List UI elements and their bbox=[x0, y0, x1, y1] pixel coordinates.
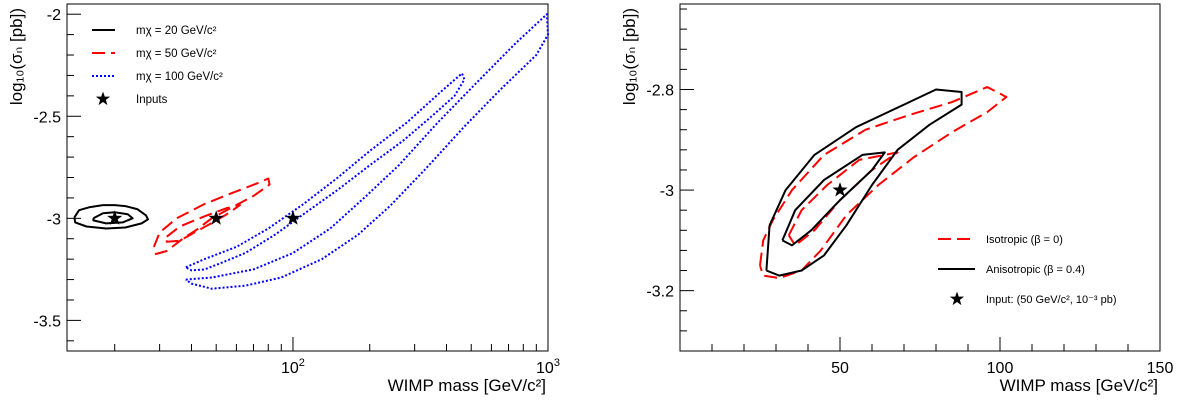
x-axis-title: WIMP mass [GeV/c²] bbox=[1000, 376, 1158, 395]
input-star-marker bbox=[832, 182, 848, 197]
contour-1-2 bbox=[787, 151, 899, 247]
legend-label: Inputs bbox=[136, 94, 168, 106]
y-tick-label: -3.2 bbox=[646, 284, 674, 301]
contour-2-2 bbox=[781, 151, 886, 247]
legend: Isotropic (β = 0) Anisotropic (β = 0.4) In… bbox=[938, 234, 1117, 306]
x-tick-label: 150 bbox=[1147, 360, 1174, 377]
contour-3-1 bbox=[185, 72, 466, 272]
contour-3-2 bbox=[185, 13, 549, 290]
y-tick-label: -3.5 bbox=[33, 313, 61, 330]
legend-label: Anisotropic (β = 0.4) bbox=[986, 264, 1085, 276]
plot-frame bbox=[679, 3, 1161, 352]
legend-label: Isotropic (β = 0) bbox=[986, 234, 1063, 246]
y-tick-label: -2 bbox=[47, 7, 61, 24]
contour-2-1 bbox=[765, 88, 963, 277]
legend-label: mχ = 20 GeV/c² bbox=[136, 25, 217, 37]
legend-label: mχ = 50 GeV/c² bbox=[136, 48, 217, 60]
legend: mχ = 20 GeV/c² mχ = 50 GeV/c² mχ = 100 GeV… bbox=[92, 25, 223, 106]
legend-star-marker bbox=[95, 91, 111, 106]
y-tick-label: -3 bbox=[660, 183, 674, 200]
y-tick-label: -3 bbox=[47, 211, 61, 228]
x-tick-label: 50 bbox=[831, 360, 849, 377]
input-star-marker bbox=[107, 210, 123, 225]
x-tick-label: 100 bbox=[987, 360, 1014, 377]
legend-label: mχ = 100 GeV/c² bbox=[136, 71, 223, 83]
y-tick-label: -2.5 bbox=[33, 109, 61, 126]
y-tick-label: -2.8 bbox=[646, 82, 674, 99]
y-axis-title: log₁₀(σₙ [pb]) bbox=[620, 8, 639, 105]
legend-label: Input: (50 GeV/c², 10⁻³ pb) bbox=[986, 294, 1117, 306]
legend-star-marker bbox=[949, 291, 965, 306]
y-axis-title: log₁₀(σₙ [pb]) bbox=[7, 8, 26, 105]
x-tick-label: 102 bbox=[281, 357, 305, 377]
contour-2-1 bbox=[152, 177, 271, 255]
contour-1-1 bbox=[73, 204, 149, 230]
contour-1-1 bbox=[759, 86, 1008, 280]
contour-2-2 bbox=[165, 204, 241, 243]
x-axis-title: WIMP mass [GeV/c²] bbox=[388, 376, 546, 395]
contour-1-2 bbox=[92, 211, 134, 225]
input-star-marker bbox=[285, 210, 301, 225]
input-star-marker bbox=[208, 210, 224, 225]
x-tick-label: 103 bbox=[536, 357, 560, 377]
